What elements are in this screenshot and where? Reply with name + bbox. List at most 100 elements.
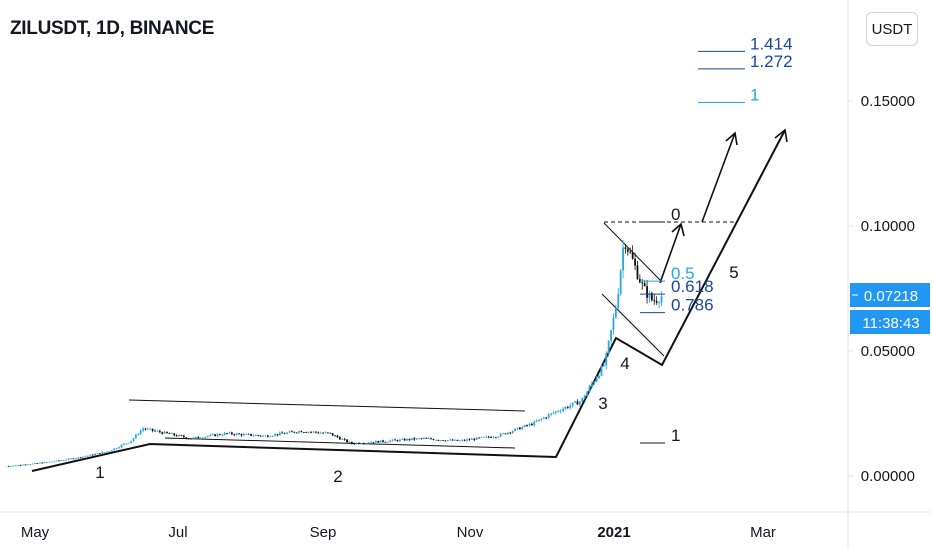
candle-body [84,456,87,458]
candle-body [494,437,497,439]
candle-body [458,440,461,442]
candle-body [650,293,653,301]
candle-body [439,440,442,441]
candle-body [115,448,118,450]
candle-body [418,438,420,440]
currency-button[interactable]: USDT [866,12,918,46]
candle-body [266,435,269,437]
candle-body [511,431,514,433]
projection-arrow-2 [701,132,736,223]
candle-body [60,460,63,462]
candle-body [470,438,473,440]
candle-body [636,265,639,280]
candle-body [72,458,75,460]
candle-body [571,402,574,406]
candle-body [607,340,610,354]
candle-body [427,438,430,440]
fib-level-label: 1.272 [750,52,793,71]
candle-body [410,438,413,440]
candle-body [245,433,248,435]
candle-body [300,431,303,433]
candle-body [396,440,399,442]
candle-body [322,432,324,434]
candle-body [336,435,339,438]
candle-body [307,431,310,433]
candle-body [624,247,627,249]
candle-body [290,431,293,433]
candle-body [310,431,312,433]
candle-body [341,438,344,440]
candle-body [420,438,423,440]
candle-body [468,439,471,441]
candle-body [269,436,272,438]
candle-body [523,425,526,428]
candle-body [542,417,545,419]
candle-body [499,433,502,437]
candle-body [365,442,368,444]
candle-body [408,438,411,440]
candle-body [588,386,591,392]
time-tick-label: 2021 [597,524,630,541]
candle-body [497,436,500,438]
wave-label: 5 [729,263,738,282]
candle-body [132,438,135,442]
candle-body [502,433,504,435]
candle-body [391,439,394,441]
candle-body [96,453,99,454]
candle-body [65,459,68,461]
candle-body [641,282,644,284]
candle-body [415,438,418,440]
candle-body [528,423,531,426]
candle-body [550,413,552,415]
candle-body [646,286,648,298]
candle-body [41,462,44,464]
candle-body [557,411,560,413]
candle-body [605,353,608,366]
channel-bottom-line [164,437,516,449]
candle-body [26,464,29,466]
candle-body [595,377,598,382]
candle-body [142,428,144,431]
candle-body [271,435,274,437]
candle-body [209,434,212,437]
candle-body [182,435,185,438]
candle-body [197,436,200,439]
fib-level-label: 1.414 [750,34,793,53]
candle-body [14,465,17,467]
candle-body [286,432,288,434]
candle-body [552,412,555,414]
candle-body [326,432,329,434]
candle-body [516,427,519,429]
candle-body [490,437,492,438]
candle-body [583,396,586,398]
candle-body [343,438,346,440]
time-tick-label: Jul [168,524,187,541]
candle-body [58,460,60,462]
candle-body [185,437,188,439]
candle-body [643,283,646,287]
candle-body [538,419,540,422]
candle-body [218,434,221,436]
candle-body [173,433,176,436]
candle-body [638,279,641,283]
candle-body [125,443,128,445]
candle-body [113,448,116,451]
candle-body [221,434,224,436]
candle-body [89,454,92,456]
candle-body [614,308,617,318]
candle-body [622,247,624,271]
drawings-layer [31,128,788,472]
time-tick-label: Sep [310,524,337,541]
candle-body [252,435,255,437]
candle-body [94,453,96,456]
candle-body [106,451,108,453]
candle-body [634,258,636,266]
candle-body [293,431,296,433]
candle-body [655,300,658,303]
candle-body [79,457,82,459]
candle-body [53,461,56,463]
candle-body [278,432,281,436]
